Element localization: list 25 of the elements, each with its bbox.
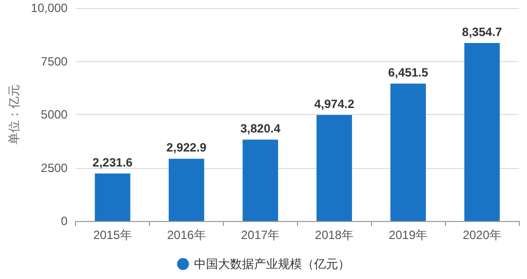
y-axis-title: 单位：亿元 <box>7 84 21 144</box>
y-tick-label: 5000 <box>40 108 68 122</box>
y-tick-label: 0 <box>60 214 68 228</box>
bar <box>168 158 204 221</box>
bar <box>390 84 426 221</box>
data-label: 6,451.5 <box>388 66 428 80</box>
x-tick-label: 2017年 <box>241 228 280 242</box>
data-label: 2,922.9 <box>166 140 207 155</box>
bar <box>316 115 352 221</box>
bar <box>94 173 130 221</box>
y-tick-label: 7500 <box>40 54 68 68</box>
data-label: 4,974.2 <box>314 97 355 112</box>
y-tick-label: 2500 <box>40 160 68 175</box>
bar <box>464 43 500 221</box>
data-label: 2,231.6 <box>92 155 133 170</box>
legend-label: 中国大数据产业规模（亿元） <box>194 257 350 271</box>
y-tick-label: 10,000 <box>30 1 68 15</box>
x-tick-label: 2015年 <box>93 228 132 242</box>
bar <box>242 140 278 221</box>
x-tick-label: 2020年 <box>462 228 502 242</box>
x-tick-label: 2016年 <box>167 228 206 242</box>
data-label: 8,354.7 <box>462 25 502 40</box>
x-tick-label: 2019年 <box>388 228 428 242</box>
x-tick-label: 2018年 <box>314 228 354 242</box>
data-label: 3,820.4 <box>240 122 281 136</box>
